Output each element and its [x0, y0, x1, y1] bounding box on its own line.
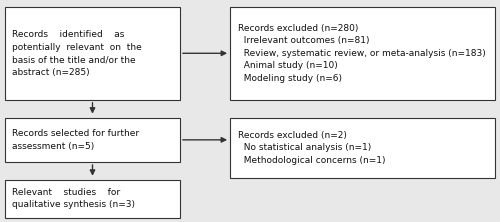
FancyBboxPatch shape	[5, 180, 180, 218]
Text: Records excluded (n=2)
  No statistical analysis (n=1)
  Methodological concerns: Records excluded (n=2) No statistical an…	[238, 131, 385, 165]
Text: Relevant    studies    for
qualitative synthesis (n=3): Relevant studies for qualitative synthes…	[12, 188, 136, 209]
Text: Records    identified    as
potentially  relevant  on  the
basis of the title an: Records identified as potentially releva…	[12, 30, 142, 77]
Text: Records excluded (n=280)
  Irrelevant outcomes (n=81)
  Review, systematic revie: Records excluded (n=280) Irrelevant outc…	[238, 24, 485, 83]
FancyBboxPatch shape	[230, 7, 495, 100]
FancyBboxPatch shape	[230, 118, 495, 178]
FancyBboxPatch shape	[5, 118, 180, 162]
Text: Records selected for further
assessment (n=5): Records selected for further assessment …	[12, 129, 140, 151]
FancyBboxPatch shape	[5, 7, 180, 100]
